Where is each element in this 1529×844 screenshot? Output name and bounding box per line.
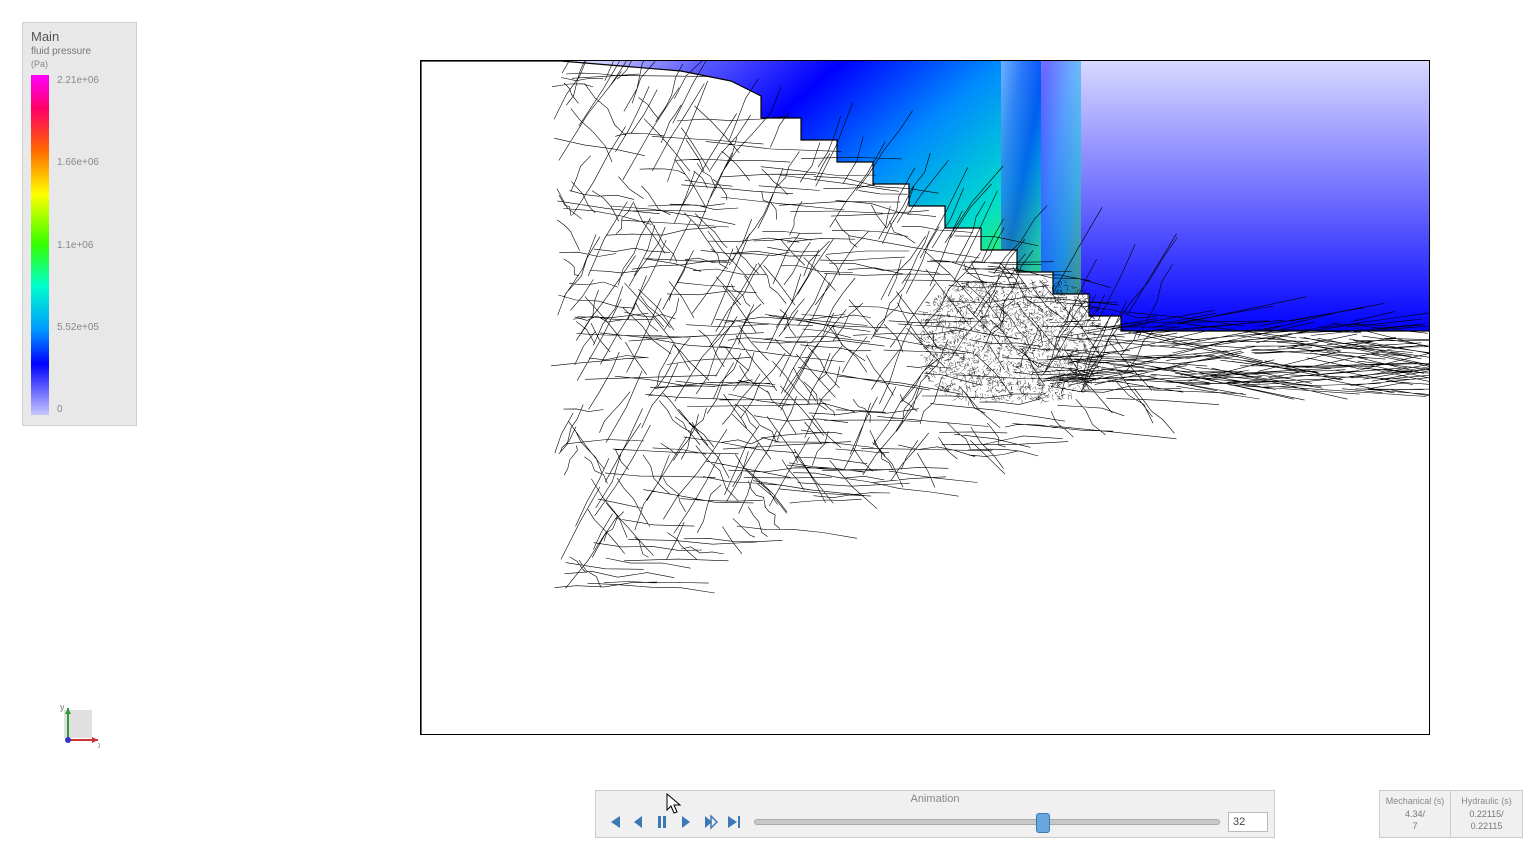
legend-tick: 2.21e+06	[57, 75, 99, 86]
slider-thumb[interactable]	[1036, 813, 1050, 833]
mechanical-status: Mechanical (s) 4.34/ 7	[1379, 790, 1451, 838]
axis-triad[interactable]: x y	[50, 700, 100, 750]
simulation-viewport[interactable]	[420, 60, 1430, 735]
legend-tick: 5.52e+05	[57, 322, 99, 333]
colorbar-legend: Main fluid pressure (Pa) 2.21e+06 1.66e+…	[22, 22, 137, 426]
mechanical-header: Mechanical (s)	[1382, 796, 1448, 807]
svg-text:y: y	[60, 702, 65, 712]
first-frame-button[interactable]	[603, 811, 625, 833]
legend-tick: 0	[57, 404, 99, 415]
step-forward-button[interactable]	[699, 811, 721, 833]
legend-color-bar	[31, 75, 49, 415]
animation-title: Animation	[596, 791, 1274, 806]
legend-subtitle: fluid pressure	[31, 46, 128, 57]
hydraulic-header: Hydraulic (s)	[1453, 796, 1520, 807]
legend-tick-labels: 2.21e+06 1.66e+06 1.1e+06 5.52e+05 0	[49, 75, 99, 415]
mechanical-value-1: 4.34/	[1382, 809, 1448, 820]
last-frame-button[interactable]	[723, 811, 745, 833]
animation-slider[interactable]	[754, 819, 1220, 825]
frame-number-field[interactable]: 32	[1228, 812, 1268, 832]
legend-title: Main	[31, 29, 128, 44]
next-frame-button[interactable]	[675, 811, 697, 833]
legend-unit: (Pa)	[31, 59, 128, 69]
hydraulic-status: Hydraulic (s) 0.22115/ 0.22115	[1451, 790, 1523, 838]
animation-bar: Animation 32	[595, 790, 1275, 838]
legend-tick: 1.1e+06	[57, 240, 99, 251]
rubble-pile	[918, 278, 1104, 406]
prev-frame-button[interactable]	[627, 811, 649, 833]
simulation-plot	[421, 61, 1430, 735]
status-panel: Mechanical (s) 4.34/ 7 Hydraulic (s) 0.2…	[1379, 790, 1523, 838]
pause-button[interactable]	[651, 811, 673, 833]
mechanical-value-2: 7	[1382, 821, 1448, 832]
hydraulic-value-1: 0.22115/	[1453, 809, 1520, 820]
svg-text:x: x	[98, 740, 100, 750]
legend-tick: 1.66e+06	[57, 157, 99, 168]
hydraulic-value-2: 0.22115	[1453, 821, 1520, 832]
